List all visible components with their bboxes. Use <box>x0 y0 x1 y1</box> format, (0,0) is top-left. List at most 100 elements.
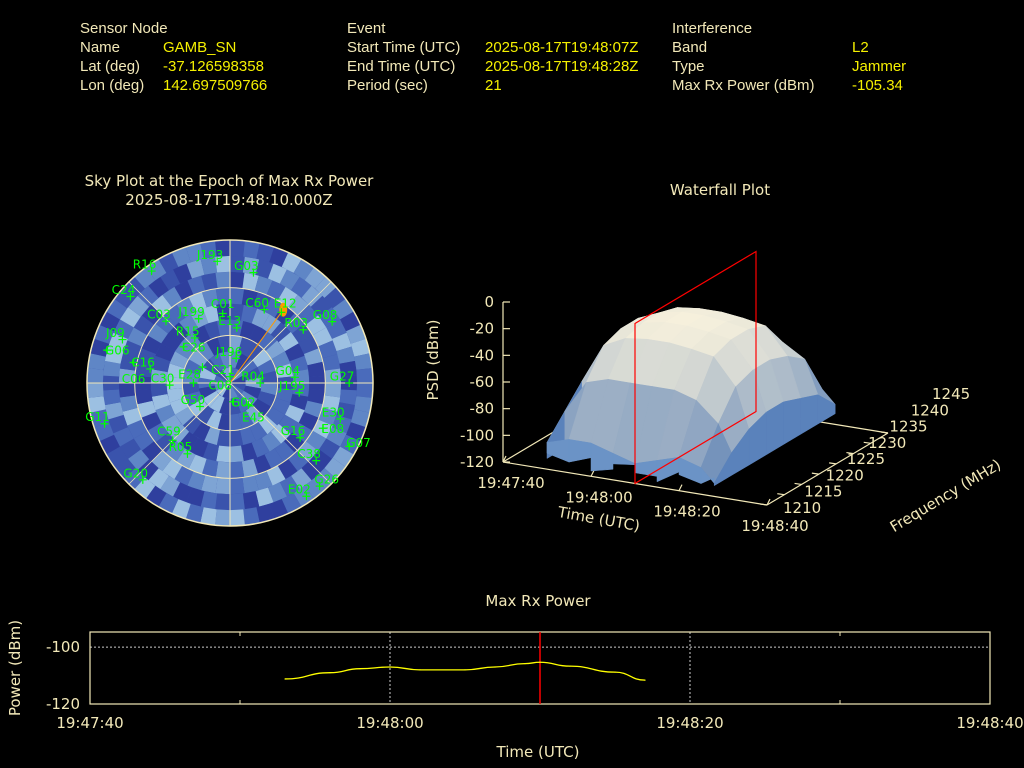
waterfall-surface <box>546 307 836 487</box>
satellite-cross <box>161 317 170 326</box>
sky-heatmap-cell <box>242 491 260 510</box>
line-chart-y-label: Power (dBm) <box>6 620 24 716</box>
sky-heatmap-cell <box>332 414 352 434</box>
sky-plot-subtitle: 2025-08-17T19:48:10.000Z <box>125 191 332 209</box>
satellite-g11: G11 <box>85 410 110 428</box>
satellite-g08: G08 <box>313 308 337 326</box>
sky-heatmap-cell <box>266 280 286 301</box>
sky-heatmap-cell <box>151 450 172 472</box>
sky-heatmap-cell <box>87 353 106 370</box>
satellite-e08: E08 <box>318 422 344 436</box>
satellite-label: C38 <box>297 447 321 461</box>
satellite-label: R05 <box>169 440 193 454</box>
sky-heatmap-cell <box>103 360 121 377</box>
sky-heatmap-cell <box>310 449 332 471</box>
sky-heatmap-cell <box>94 324 114 344</box>
sky-heatmap-cell <box>214 383 230 391</box>
satellite-label: G27 <box>330 369 355 383</box>
sensor-name-label: Name <box>80 39 121 56</box>
max-rx-power-label: Max Rx Power (dBm) <box>672 77 815 94</box>
satellite-label: C21 <box>211 363 235 377</box>
type-value: Jammer <box>852 58 907 75</box>
sky-heatmap-cell <box>104 346 124 364</box>
satellite-r15: R15 <box>176 324 200 342</box>
satellite-r16: R16 <box>133 258 156 276</box>
sky-heatmap-cell <box>184 391 203 407</box>
sky-heatmap-cell <box>310 295 332 317</box>
psd-tick-label: -40 <box>470 346 495 364</box>
sky-heatmap-cell <box>176 297 196 318</box>
sensor-lon-label: Lon (deg) <box>80 77 145 94</box>
satellite-cross <box>345 442 354 451</box>
surface-skirt-end <box>800 394 819 435</box>
sky-heatmap-cell <box>255 487 274 507</box>
satellite-label: C06 <box>122 372 146 386</box>
sky-heatmap-cell <box>339 389 357 406</box>
satellite-cross <box>315 482 324 491</box>
satellite-j193: J193 <box>196 248 223 266</box>
satellite-r05: R05 <box>169 440 193 458</box>
sky-heatmap-cell <box>160 475 181 497</box>
time-tick-label: 19:48:40 <box>741 517 808 535</box>
psd-tick-label: -100 <box>460 426 494 444</box>
sky-heatmap-cell <box>215 255 230 273</box>
start-time-label: Start Time (UTC) <box>347 39 461 56</box>
sky-heatmap-cell <box>268 263 287 284</box>
sky-heatmap-cell <box>201 272 218 291</box>
sky-heatmap-cell <box>174 465 194 486</box>
sky-heatmap-cell <box>230 461 245 479</box>
satellite-cross <box>232 354 241 363</box>
satellite-e12: E12 <box>274 297 297 317</box>
sky-heatmap-cell <box>275 363 294 378</box>
satellite-cross <box>179 342 188 351</box>
sky-heatmap-cell <box>235 395 251 413</box>
sky-heatmap-cell <box>151 394 171 411</box>
sky-heatmap-cell <box>279 475 300 497</box>
satellite-c03: C03 <box>147 308 171 326</box>
satellite-cross <box>126 292 135 301</box>
frequency-tick-label: 1215 <box>804 483 842 501</box>
sky-heatmap-cell <box>201 475 218 494</box>
sky-heatmap-cell <box>301 285 323 307</box>
sky-heatmap-cell <box>260 370 278 383</box>
satellite-j196: J196 <box>215 345 242 363</box>
satellite-cross <box>336 414 345 423</box>
end-time-label: End Time (UTC) <box>347 58 456 75</box>
waterfall-y-label: Frequency (MHz) <box>887 456 1004 536</box>
sky-heatmap-cell <box>268 482 287 503</box>
sky-heatmap-cell <box>133 315 155 336</box>
satellite-cross <box>195 402 204 411</box>
frequency-tick <box>759 503 768 506</box>
satellite-g50: G50 <box>181 393 205 411</box>
sky-heatmap-cell <box>245 405 264 425</box>
sky-heatmap-cell <box>161 331 182 352</box>
sky-heatmap-cell <box>87 396 106 413</box>
sky-heatmap-cell <box>216 429 230 447</box>
sky-heatmap-cell <box>277 458 298 480</box>
sky-heatmap-cell <box>122 407 142 426</box>
satellite-cross <box>302 492 311 501</box>
sky-heatmap-cell <box>186 487 205 507</box>
sky-heatmap-cell <box>230 429 244 447</box>
satellite-cross <box>213 257 222 266</box>
psd-tick-label: -60 <box>470 373 495 391</box>
sky-heatmap-cell <box>292 323 313 344</box>
frequency-tick-label: 1230 <box>868 434 906 452</box>
sky-heatmap-cell <box>230 271 245 289</box>
satellite-r04: R04 <box>241 369 265 387</box>
sky-heatmap-cell <box>175 340 195 360</box>
sky-heatmap-cell <box>288 294 309 316</box>
sky-heatmap-cell <box>278 331 299 352</box>
satellite-g27: G27 <box>330 369 355 387</box>
sky-plot-title: Sky Plot at the Epoch of Max Rx Power <box>85 172 375 190</box>
satellite-label: C03 <box>147 308 171 322</box>
sky-heatmap-cell <box>198 385 217 399</box>
sky-heatmap-cell <box>266 465 286 486</box>
sky-heatmap-cell <box>186 259 205 279</box>
sky-heatmap-cell <box>238 337 254 356</box>
sky-heatmap-cell <box>158 252 179 273</box>
sky-heatmap-cell <box>318 340 338 359</box>
sky-heatmap-cell <box>318 407 338 426</box>
satellite-c08: C08 <box>198 363 232 392</box>
data-point <box>524 662 526 665</box>
